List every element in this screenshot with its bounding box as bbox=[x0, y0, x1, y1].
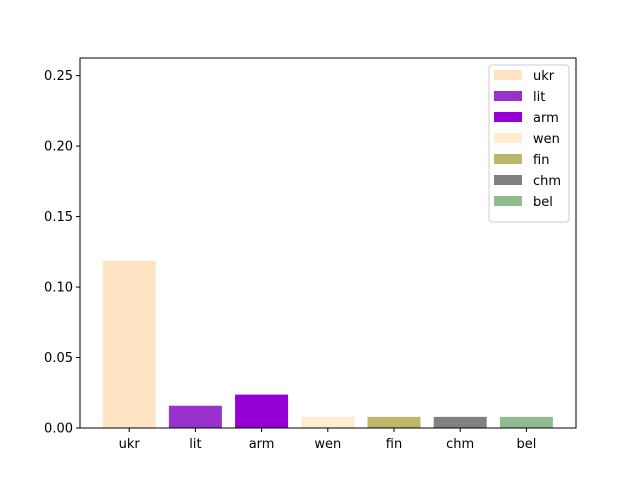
x-tick-label-lit: lit bbox=[189, 437, 201, 452]
x-axis: ukr lit arm wen fin chm bel bbox=[119, 428, 536, 452]
legend-label-wen: wen bbox=[533, 132, 560, 147]
bar-chm bbox=[433, 416, 487, 428]
y-tick-label: 0.20 bbox=[44, 140, 73, 155]
bar-lit bbox=[168, 405, 222, 428]
legend-swatch-wen bbox=[494, 133, 522, 143]
y-tick-label: 0.25 bbox=[44, 69, 73, 84]
y-tick-label: 0.15 bbox=[44, 210, 73, 225]
legend-swatch-arm bbox=[494, 112, 522, 122]
bar-bel bbox=[499, 416, 553, 428]
x-tick-label-wen: wen bbox=[314, 437, 341, 452]
x-tick-label-chm: chm bbox=[446, 437, 474, 452]
legend-label-bel: bel bbox=[533, 195, 553, 210]
legend-swatch-lit bbox=[494, 91, 522, 101]
legend-swatch-chm bbox=[494, 175, 522, 185]
legend-swatch-fin bbox=[494, 154, 522, 164]
legend: ukr lit arm wen fin chm bel bbox=[488, 64, 570, 223]
x-tick-label-arm: arm bbox=[249, 437, 275, 452]
x-tick-label-fin: fin bbox=[386, 437, 402, 452]
legend-label-chm: chm bbox=[533, 174, 561, 189]
bar-fin bbox=[367, 416, 421, 428]
y-tick-label: 0.00 bbox=[44, 422, 73, 437]
legend-label-fin: fin bbox=[533, 153, 549, 168]
x-tick-label-ukr: ukr bbox=[119, 437, 141, 452]
bar-arm bbox=[235, 394, 289, 428]
plot-frame bbox=[79, 57, 577, 429]
y-tick-label: 0.10 bbox=[44, 281, 73, 296]
legend-label-lit: lit bbox=[533, 90, 545, 105]
bar-wen bbox=[301, 416, 355, 428]
legend-swatch-ukr bbox=[494, 70, 522, 80]
legend-swatch-bel bbox=[494, 196, 522, 206]
bar-ukr bbox=[102, 260, 156, 428]
legend-label-ukr: ukr bbox=[533, 69, 555, 84]
y-tick-label: 0.05 bbox=[44, 351, 73, 366]
x-tick-label-bel: bel bbox=[516, 437, 536, 452]
legend-label-arm: arm bbox=[533, 111, 559, 126]
bars-group bbox=[102, 260, 553, 428]
y-axis: 0.00 0.05 0.10 0.15 0.20 0.25 bbox=[44, 69, 80, 437]
